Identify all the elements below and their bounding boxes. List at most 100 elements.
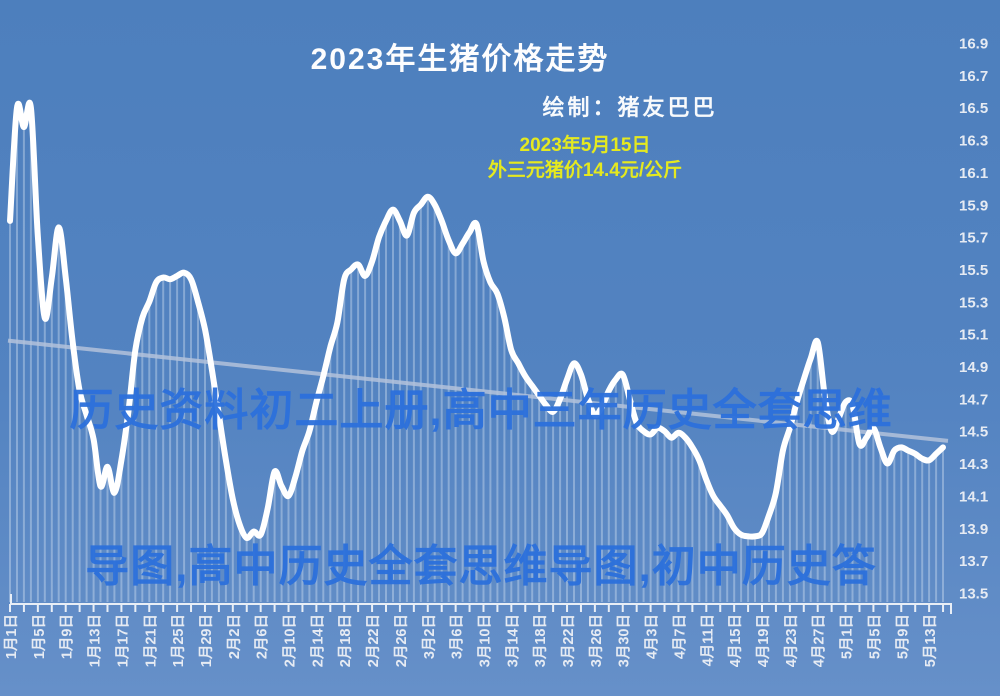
day-bar bbox=[559, 398, 562, 602]
y-tick-label: 13.7 bbox=[959, 553, 988, 570]
day-bar bbox=[468, 232, 471, 602]
day-bar bbox=[475, 224, 478, 602]
day-bar bbox=[259, 534, 262, 602]
y-tick-label: 13.9 bbox=[959, 521, 988, 538]
day-bar bbox=[440, 220, 443, 602]
day-bar bbox=[343, 279, 346, 602]
day-bar bbox=[217, 415, 220, 602]
day-bar bbox=[482, 261, 485, 602]
day-bar bbox=[398, 220, 401, 602]
y-tick-label: 16.7 bbox=[959, 68, 988, 85]
day-bar bbox=[461, 243, 464, 602]
daily-price-bars bbox=[9, 107, 944, 603]
day-bar bbox=[740, 534, 743, 602]
x-tick-label: 4月19日 bbox=[755, 614, 772, 667]
watermark-line-1: 历史资料初二上册,高中三年历史全套思维 bbox=[69, 386, 893, 435]
day-bar bbox=[517, 363, 520, 602]
day-bar bbox=[378, 237, 380, 602]
x-tick-label: 3月22日 bbox=[560, 614, 577, 667]
x-tick-label: 2月18日 bbox=[337, 614, 354, 667]
day-bar bbox=[788, 428, 791, 602]
x-axis bbox=[9, 594, 952, 614]
day-bar bbox=[642, 431, 645, 602]
x-tick-label: 3月30日 bbox=[616, 614, 633, 667]
x-tick-label: 4月3日 bbox=[644, 614, 661, 659]
day-bar bbox=[607, 390, 610, 602]
x-tick-label: 3月26日 bbox=[588, 614, 605, 667]
annotation-date: 2023年5月15日 bbox=[519, 135, 651, 156]
annotation-price: 外三元猪价14.4元/公斤 bbox=[487, 160, 683, 181]
day-bar bbox=[621, 374, 624, 602]
day-bar bbox=[649, 434, 652, 602]
y-tick-label: 16.3 bbox=[959, 133, 988, 150]
day-bar bbox=[754, 536, 756, 602]
day-bar bbox=[489, 282, 492, 602]
day-bar bbox=[761, 533, 763, 602]
day-bar bbox=[16, 107, 18, 602]
day-bar bbox=[141, 318, 144, 602]
day-bar bbox=[921, 458, 924, 602]
day-bar bbox=[371, 261, 374, 602]
day-bar bbox=[524, 376, 527, 602]
day-bar bbox=[176, 275, 179, 602]
day-bar bbox=[600, 406, 603, 602]
day-bar bbox=[148, 301, 151, 602]
x-tick-label: 1月21日 bbox=[142, 614, 159, 667]
day-bar bbox=[120, 460, 123, 602]
day-bar bbox=[106, 466, 109, 602]
day-bar bbox=[844, 402, 847, 602]
y-tick-label: 14.5 bbox=[959, 424, 988, 441]
day-bar bbox=[593, 415, 596, 602]
day-bar bbox=[169, 279, 172, 602]
day-bar bbox=[670, 437, 673, 602]
x-tick-label: 3月10日 bbox=[476, 614, 493, 667]
x-tick-label: 5月9日 bbox=[894, 614, 911, 659]
x-tick-label: 1月29日 bbox=[198, 614, 215, 667]
day-bar bbox=[816, 342, 819, 602]
day-bar bbox=[78, 390, 81, 602]
day-bar bbox=[127, 411, 130, 602]
day-bar bbox=[357, 264, 360, 602]
y-tick-label: 15.9 bbox=[959, 197, 988, 214]
x-tick-label: 5月1日 bbox=[839, 614, 856, 659]
day-bar bbox=[71, 342, 74, 602]
day-bar bbox=[50, 277, 53, 602]
day-bar bbox=[628, 398, 631, 602]
x-axis-labels: 1月1日 1月5日 1月9日 1月13日 1月17日 1月21日 1月25日 1月29日 2月2… bbox=[3, 614, 939, 667]
x-tick-label: 2月14日 bbox=[309, 614, 326, 667]
day-bar bbox=[447, 240, 450, 603]
day-bar bbox=[802, 379, 805, 602]
day-bar bbox=[433, 204, 436, 602]
x-tick-label: 4月11日 bbox=[699, 614, 716, 666]
day-bar bbox=[113, 492, 116, 602]
x-tick-label: 1月1日 bbox=[3, 614, 20, 659]
day-bar bbox=[155, 282, 158, 602]
day-bar bbox=[510, 350, 513, 602]
day-bar bbox=[580, 374, 582, 602]
x-tick-label: 4月23日 bbox=[783, 614, 800, 667]
x-tick-label: 4月7日 bbox=[671, 614, 688, 659]
day-bar bbox=[900, 447, 903, 602]
day-bar bbox=[705, 479, 708, 602]
day-bar bbox=[823, 395, 826, 602]
day-bar bbox=[99, 486, 102, 602]
day-bar bbox=[329, 347, 332, 602]
day-bar bbox=[197, 301, 199, 602]
day-bar bbox=[350, 269, 353, 602]
day-bar bbox=[774, 492, 777, 602]
day-bar bbox=[85, 415, 88, 602]
day-bar bbox=[538, 395, 541, 602]
y-tick-label: 15.5 bbox=[959, 262, 988, 279]
x-tick-label: 5月5日 bbox=[866, 614, 883, 659]
y-tick-label: 14.7 bbox=[959, 391, 988, 408]
day-bar bbox=[545, 405, 548, 602]
day-bar bbox=[412, 212, 415, 603]
day-bar bbox=[691, 447, 694, 602]
day-bar bbox=[426, 196, 429, 602]
day-bar bbox=[712, 495, 715, 602]
x-tick-label: 4月15日 bbox=[727, 614, 744, 667]
day-bar bbox=[935, 453, 938, 602]
day-bar bbox=[865, 437, 868, 602]
